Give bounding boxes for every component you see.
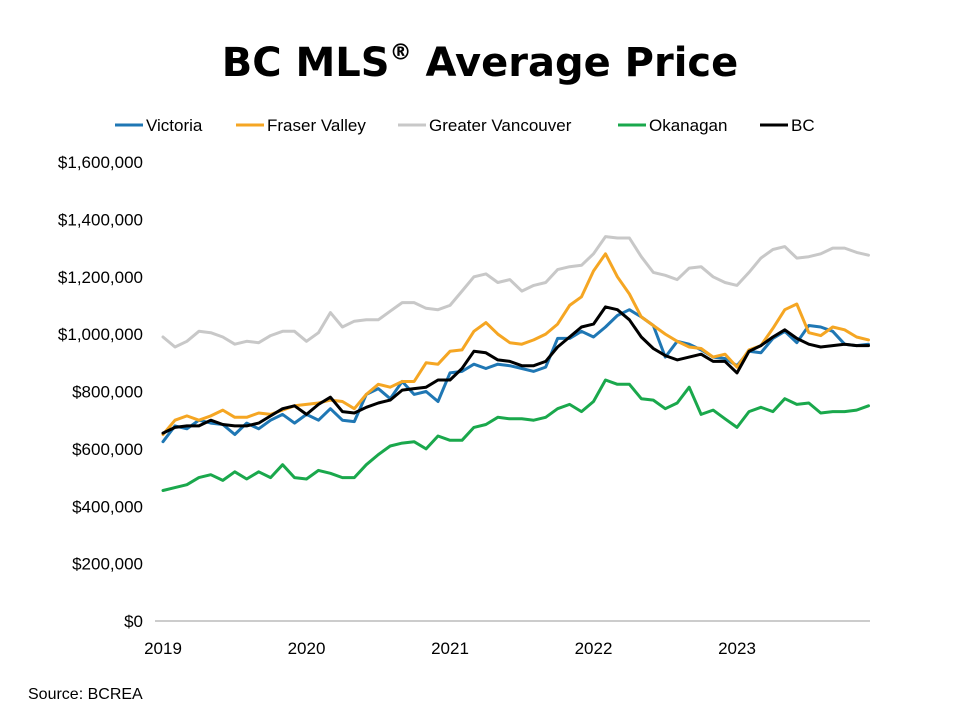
chart-title-main: BC MLS (221, 40, 390, 86)
x-tick-label: 2022 (575, 639, 613, 658)
legend-label: BC (791, 116, 815, 135)
legend-label: Okanagan (649, 116, 727, 135)
x-tick-label: 2021 (431, 639, 469, 658)
y-tick-label: $600,000 (72, 440, 143, 459)
legend-label: Victoria (146, 116, 203, 135)
y-tick-label: $800,000 (72, 383, 143, 402)
chart-title: BC MLS® Average Price (0, 40, 960, 86)
y-tick-label: $1,200,000 (58, 268, 143, 287)
series-layer (161, 235, 870, 492)
series-line-okanagan (161, 378, 870, 492)
x-tick-label: 2020 (288, 639, 326, 658)
y-tick-label: $200,000 (72, 555, 143, 574)
x-tick-label: 2023 (718, 639, 756, 658)
legend-label: Greater Vancouver (429, 116, 572, 135)
chart-title-registered-mark: ® (389, 40, 412, 66)
series-line-bc (161, 305, 870, 435)
chart-title-suffix: Average Price (411, 40, 739, 86)
source-note: Source: BCREA (28, 686, 143, 703)
x-axis: 2019 2020 2021 2022 2023 (144, 620, 870, 658)
legend-label: Fraser Valley (267, 116, 366, 135)
y-axis: $0 $200,000 $400,000 $600,000 $800,000 $1,000… (58, 153, 143, 631)
y-tick-label: $1,600,000 (58, 153, 143, 172)
x-tick-label: 2019 (144, 639, 182, 658)
y-tick-label: $1,000,000 (58, 325, 143, 344)
y-tick-label: $1,400,000 (58, 210, 143, 229)
series-line-victoria (161, 308, 870, 444)
legend: Victoria Fraser Valley Greater Vancouver Ok… (115, 116, 815, 135)
series-line-greater-vancouver (161, 235, 870, 349)
y-tick-label: $0 (124, 612, 143, 631)
y-tick-label: $400,000 (72, 497, 143, 516)
